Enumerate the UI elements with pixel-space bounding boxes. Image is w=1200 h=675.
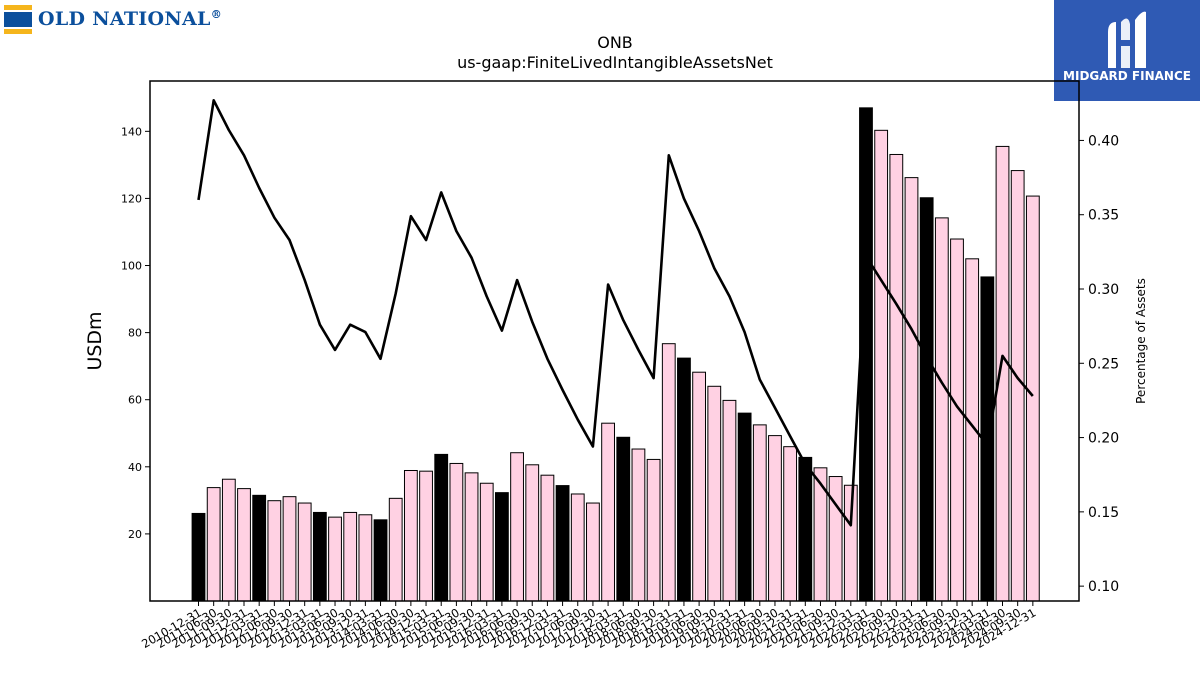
bar — [661, 343, 676, 602]
bar — [586, 502, 600, 602]
y2-tick-label: 0.35 — [1088, 208, 1119, 224]
bar — [237, 488, 251, 602]
bar — [312, 511, 327, 602]
bar — [646, 458, 661, 602]
line-series — [197, 99, 1034, 527]
y-axis: 20 40 60 80 100 120 140 — [121, 125, 150, 541]
y-axis-label: USDm — [84, 311, 106, 370]
bar — [722, 399, 737, 602]
bar — [828, 476, 843, 602]
bar — [601, 422, 615, 602]
bar — [798, 456, 813, 602]
y-tick-label: 120 — [121, 192, 142, 205]
bar — [206, 487, 221, 602]
bar — [403, 469, 418, 602]
old-national-wordmark: OLD NATIONAL® — [38, 8, 223, 30]
bar — [570, 493, 585, 602]
bar — [555, 485, 570, 602]
bar — [904, 177, 919, 602]
bar — [919, 197, 934, 602]
bar — [388, 497, 403, 602]
bar — [297, 502, 312, 602]
bar — [631, 448, 646, 602]
y2-tick-label: 0.30 — [1088, 282, 1119, 298]
midgard-wordmark: MIDGARD FINANCE — [1063, 69, 1191, 83]
bar — [191, 512, 206, 602]
bar — [677, 357, 691, 602]
bar — [707, 385, 722, 602]
bar — [328, 516, 342, 602]
bar — [267, 500, 282, 602]
bar — [768, 435, 782, 602]
y-tick-label: 80 — [128, 327, 142, 340]
y-tick-label: 20 — [128, 528, 142, 541]
bar — [479, 482, 494, 602]
y2-axis-label: Percentage of Assets — [1134, 278, 1148, 404]
y2-tick-label: 0.40 — [1088, 133, 1119, 149]
y2-tick-label: 0.10 — [1088, 579, 1119, 595]
logo-stripe-icon — [4, 12, 32, 27]
bar — [783, 446, 798, 602]
y-tick-label: 60 — [128, 394, 142, 407]
bar — [737, 412, 752, 602]
bar — [282, 496, 297, 602]
y-tick-label: 100 — [121, 260, 142, 273]
y2-axis: 0.10 0.15 0.20 0.25 0.30 0.35 0.40 — [1079, 133, 1119, 595]
bar — [616, 436, 631, 602]
bar — [419, 470, 433, 602]
y2-tick-label: 0.25 — [1088, 356, 1119, 372]
bar — [1010, 170, 1025, 602]
bar — [373, 519, 388, 602]
chart-title: ONB — [597, 33, 633, 52]
bar — [752, 424, 767, 602]
bar-series — [191, 107, 1040, 602]
bar — [874, 129, 889, 602]
bar — [495, 492, 509, 602]
bar — [252, 494, 267, 602]
plot-frame — [149, 80, 1080, 602]
bar — [995, 145, 1010, 602]
bar — [950, 238, 964, 602]
bar — [934, 217, 949, 602]
bar — [1025, 195, 1040, 602]
bar — [692, 371, 707, 602]
y-tick-label: 40 — [128, 461, 142, 474]
bar — [525, 464, 540, 602]
bar — [434, 453, 449, 602]
y-tick-label: 140 — [121, 125, 142, 138]
chart-subtitle: us-gaap:FiniteLivedIntangibleAssetsNet — [457, 53, 773, 72]
bar — [449, 462, 464, 602]
bar — [464, 472, 479, 602]
y2-tick-label: 0.20 — [1088, 431, 1119, 447]
y2-tick-label: 0.15 — [1088, 505, 1119, 521]
logo-stripe-icon — [4, 29, 32, 34]
bar — [343, 511, 358, 602]
bar — [510, 452, 524, 602]
bar — [540, 474, 555, 602]
midgard-logo-icon — [1108, 11, 1146, 69]
line-path — [197, 99, 1034, 527]
bar — [358, 514, 373, 602]
x-axis: 2010-12-312011-06-302011-09-302011-12-31… — [139, 601, 1038, 651]
bar — [889, 153, 904, 602]
logo-stripe-icon — [4, 5, 32, 10]
bar — [221, 478, 236, 602]
old-national-logo: OLD NATIONAL® — [4, 5, 224, 37]
